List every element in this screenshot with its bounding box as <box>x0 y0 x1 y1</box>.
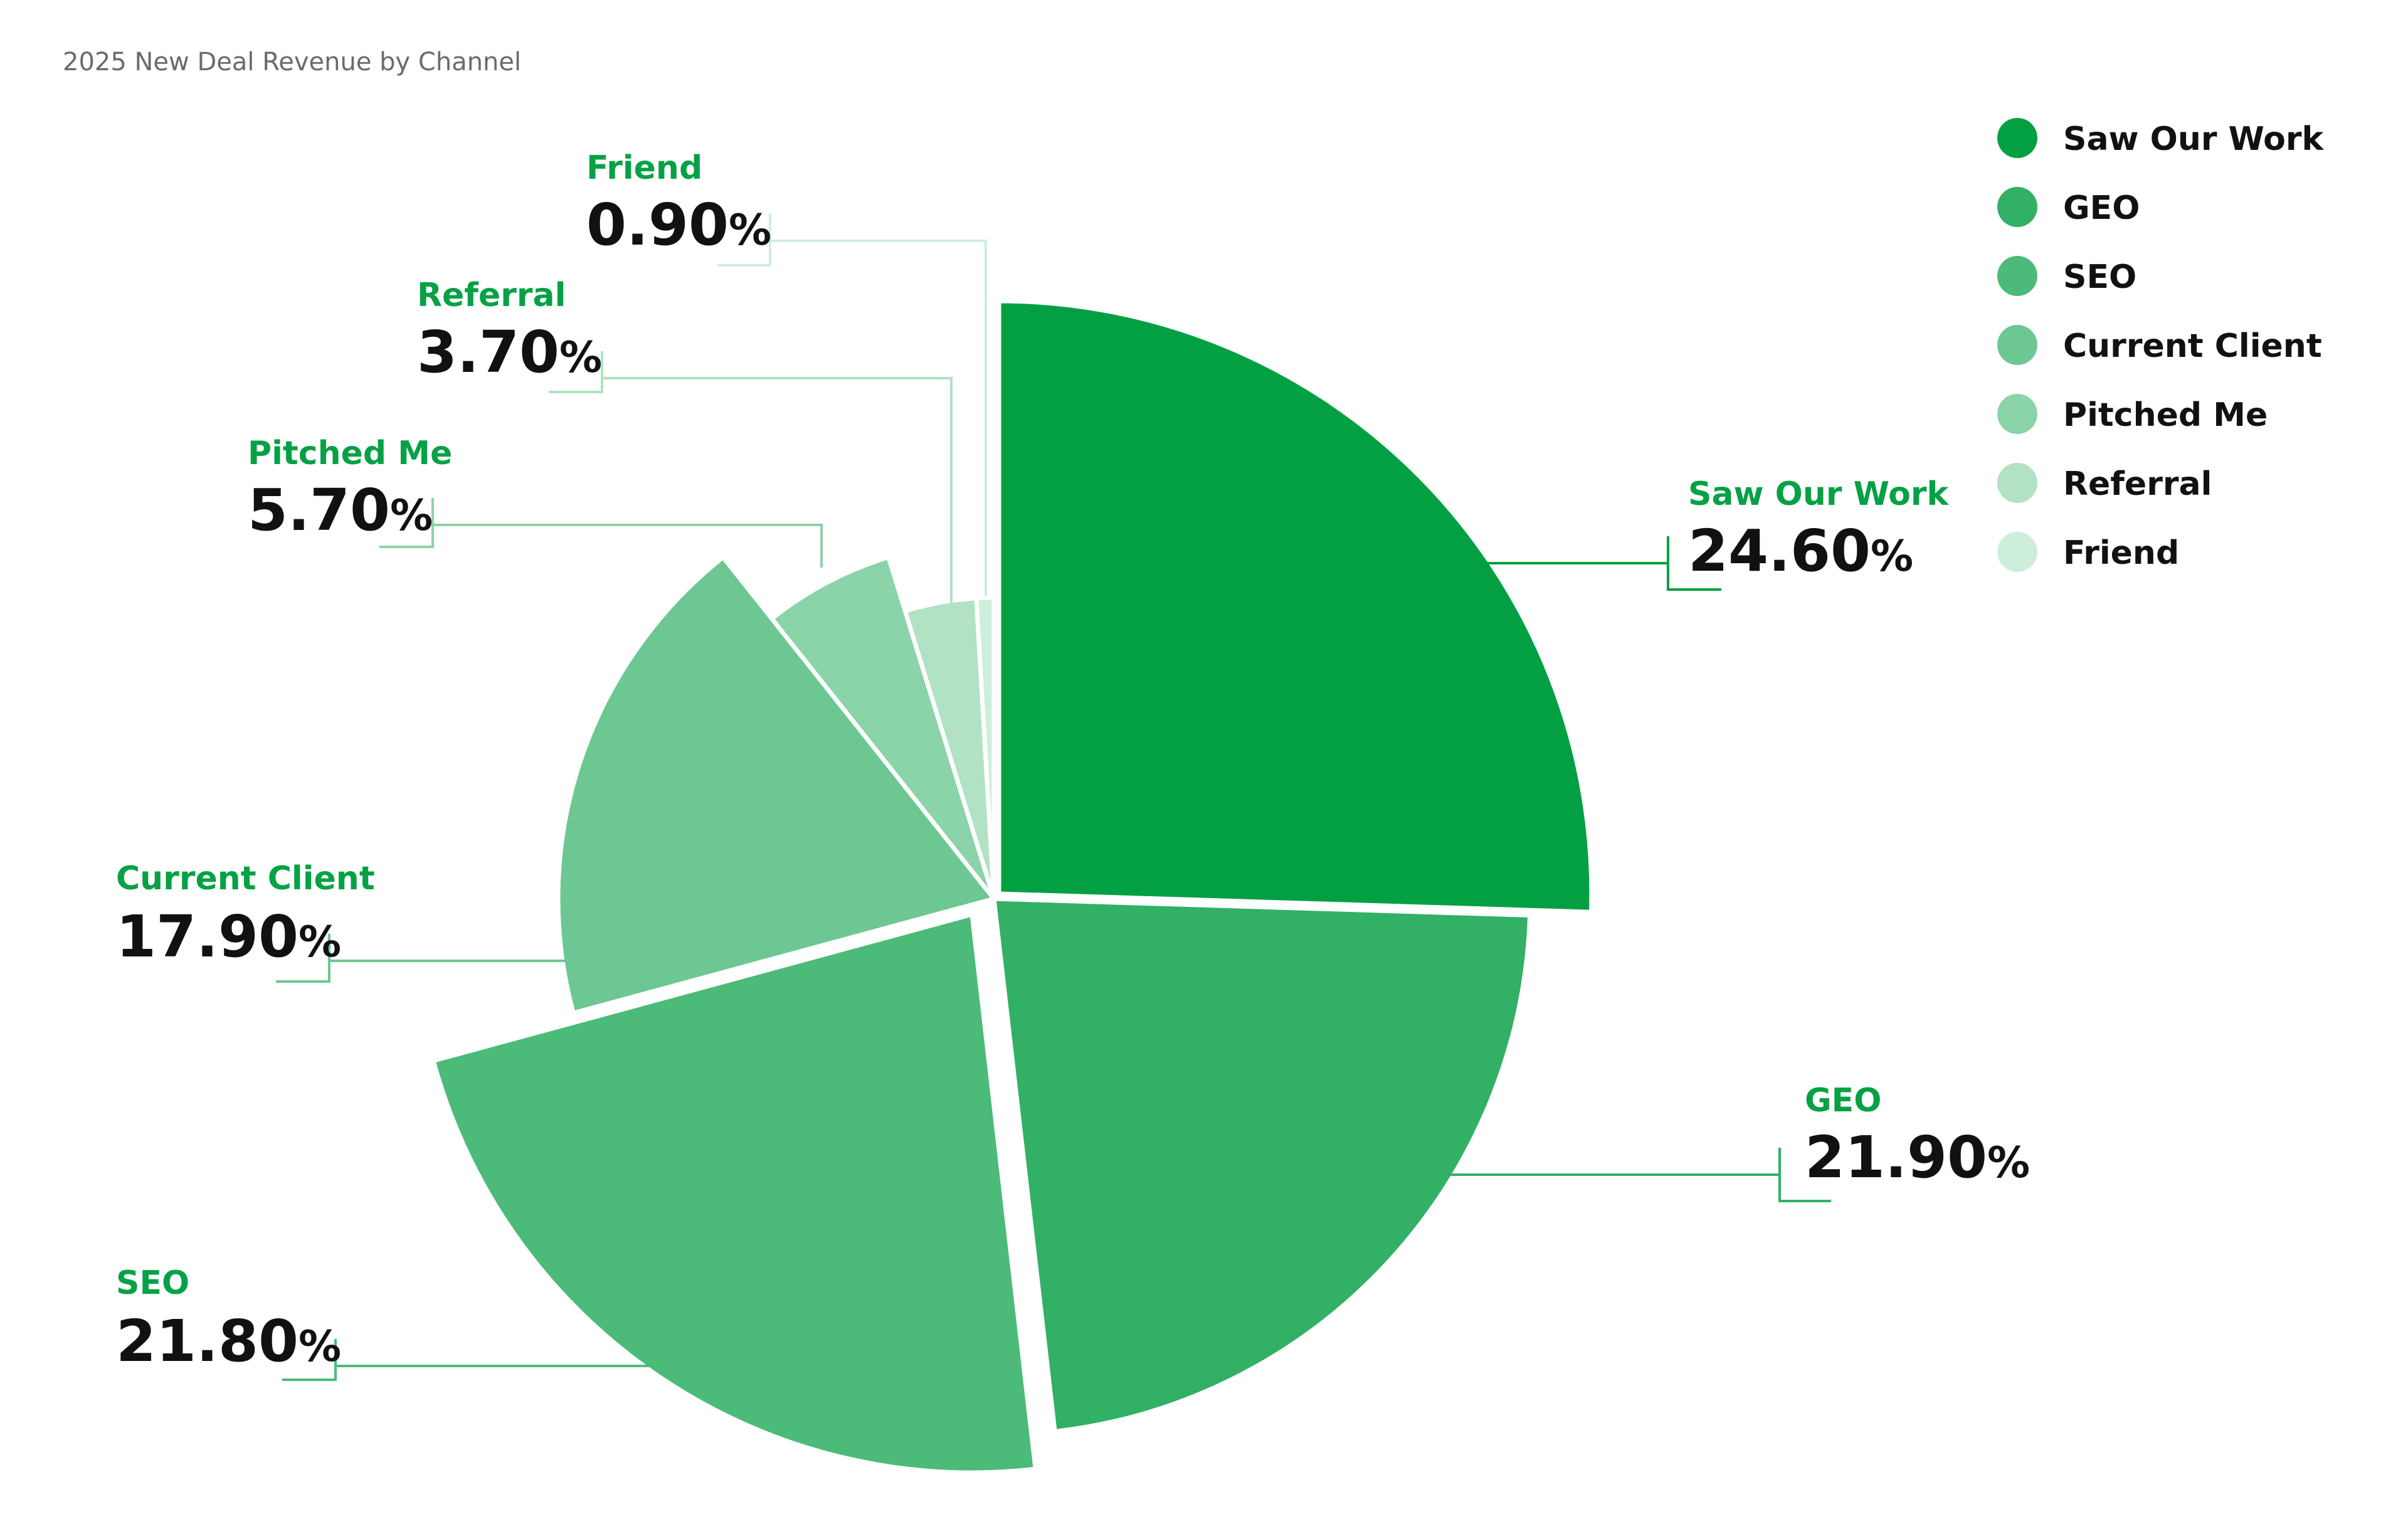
slice-value-saw-our-work: 24.60% <box>1688 517 1913 585</box>
slices-layer <box>431 299 1594 1475</box>
leader-line-seo <box>282 1339 737 1381</box>
legend-swatch-saw-our-work <box>1997 118 2037 158</box>
legend-swatch-pitched-me <box>1997 394 2037 434</box>
legend-label-saw-our-work: Saw Our Work <box>2063 120 2325 158</box>
legend-swatch-seo <box>1997 256 2037 296</box>
leader-lines <box>276 214 1831 1381</box>
slice-label-geo: GEO <box>1805 1082 1881 1119</box>
chart-title: 2025 New Deal Revenue by Channel <box>63 48 521 77</box>
legend-swatch-referral <box>1997 463 2037 503</box>
legend-swatch-friend <box>1997 532 2037 572</box>
pie-slice-current-client <box>556 555 996 1015</box>
leader-line-saw-our-work <box>1480 536 1721 591</box>
legend-label-pitched-me: Pitched Me <box>2063 396 2268 434</box>
slice-value-current-client: 17.90% <box>116 903 341 970</box>
pie-slice-saw-our-work <box>996 299 1594 914</box>
slice-value-geo: 21.90% <box>1805 1124 2030 1191</box>
leader-line-pitched-me <box>379 498 823 568</box>
pie-slice-geo <box>991 896 1533 1434</box>
leader-line-current-client <box>276 934 568 983</box>
legend-label-geo: GEO <box>2063 189 2140 227</box>
leader-line-friend <box>718 214 987 596</box>
slice-label-pitched-me: Pitched Me <box>248 435 452 472</box>
legend: Saw Our Work GEO SEO Current Client Pitched … <box>1997 118 2325 572</box>
leader-line-referral <box>549 351 953 608</box>
slice-labels: Saw Our Work 24.60% GEO 21.90% SEO 21.80% Curr… <box>116 149 2030 1375</box>
legend-swatch-current-client <box>1997 325 2037 365</box>
legend-label-friend: Friend <box>2063 534 2179 572</box>
slice-label-seo: SEO <box>116 1264 189 1302</box>
slice-value-seo: 21.80% <box>116 1308 341 1375</box>
slice-label-current-client: Current Client <box>116 860 375 897</box>
leader-line-geo <box>1449 1148 1831 1202</box>
slice-value-referral: 3.70% <box>417 319 602 386</box>
legend-swatch-geo <box>1997 187 2037 227</box>
pie-slice-friend <box>974 595 996 901</box>
pie-slice-seo <box>431 912 1038 1475</box>
slice-label-saw-our-work: Saw Our Work <box>1688 475 1950 513</box>
legend-label-referral: Referral <box>2063 465 2212 503</box>
slice-value-friend: 0.90% <box>586 191 771 258</box>
slice-label-referral: Referral <box>417 277 566 314</box>
legend-label-current-client: Current Client <box>2063 327 2322 365</box>
slice-value-pitched-me: 5.70% <box>248 477 433 544</box>
legend-label-seo: SEO <box>2063 258 2136 296</box>
pie-slice-pitched-me <box>769 554 996 901</box>
slice-label-friend: Friend <box>586 149 702 187</box>
